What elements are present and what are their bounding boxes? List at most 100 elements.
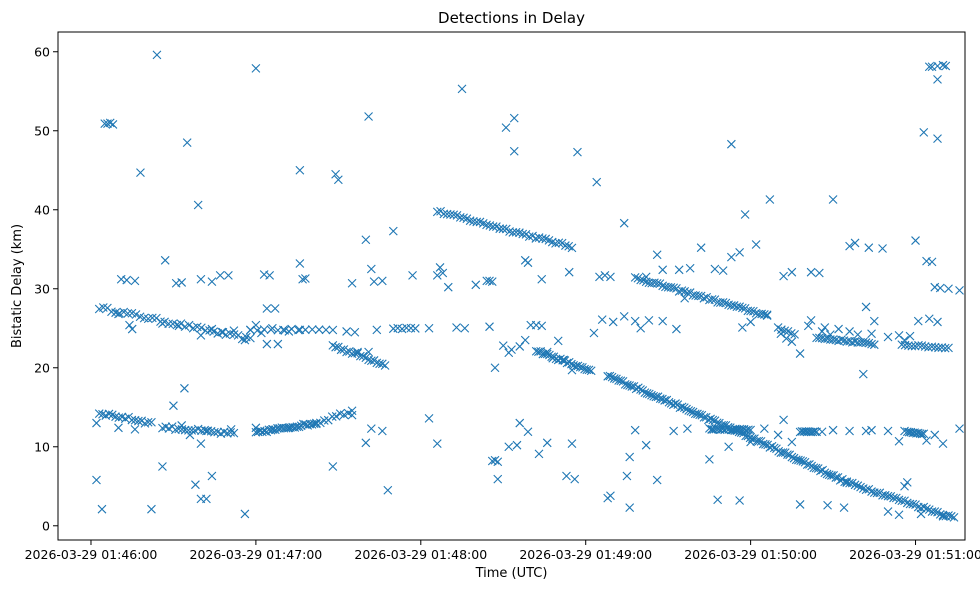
data-point	[938, 439, 948, 449]
data-point	[319, 416, 329, 425]
data-point	[443, 282, 453, 292]
data-point	[105, 118, 115, 128]
data-point	[490, 455, 500, 465]
data-point	[919, 429, 929, 439]
data-point	[160, 255, 170, 265]
data-point	[424, 323, 434, 333]
data-point	[575, 362, 585, 372]
data-point	[267, 323, 277, 333]
data-point	[134, 416, 143, 426]
x-axis-ticks: 2026-03-29 01:46:00 2026-03-29 01:47:00 20…	[25, 540, 980, 562]
data-point	[97, 504, 107, 514]
data-point	[886, 491, 896, 501]
data-point	[224, 270, 233, 280]
data-point	[511, 227, 521, 237]
data-point	[680, 293, 690, 303]
data-point	[699, 412, 709, 422]
data-point	[586, 366, 596, 376]
data-point	[869, 340, 879, 350]
data-point	[685, 263, 695, 273]
data-point	[933, 134, 942, 144]
data-point	[900, 335, 909, 345]
data-point	[919, 127, 929, 137]
data-point	[573, 147, 582, 157]
data-point	[457, 84, 467, 94]
data-point	[850, 238, 860, 248]
data-point	[867, 487, 876, 496]
data-point	[652, 279, 662, 288]
data-point	[229, 428, 239, 438]
data-point	[152, 50, 162, 60]
data-point	[377, 276, 387, 286]
data-point	[944, 284, 953, 294]
data-point	[191, 480, 200, 490]
data-point	[740, 210, 750, 219]
data-point	[762, 310, 772, 320]
data-point	[358, 351, 368, 361]
data-point	[559, 355, 569, 365]
data-point	[853, 481, 863, 491]
data-point	[924, 314, 934, 324]
data-point	[908, 499, 918, 509]
data-point	[512, 440, 522, 450]
data-point	[459, 213, 468, 223]
data-point	[567, 243, 577, 253]
data-point	[622, 471, 632, 481]
data-point	[705, 455, 714, 464]
data-point	[347, 278, 357, 288]
data-point	[814, 268, 824, 278]
data-point	[509, 113, 519, 123]
data-point	[270, 304, 280, 313]
data-point	[741, 425, 751, 435]
data-point	[246, 333, 255, 343]
data-point	[677, 286, 687, 295]
data-point	[104, 409, 114, 419]
data-point	[625, 503, 635, 512]
data-point	[265, 270, 275, 280]
data-point	[828, 425, 838, 435]
data-point	[196, 274, 206, 284]
data-point	[726, 252, 736, 262]
plot-area	[58, 32, 965, 540]
data-point	[177, 278, 187, 287]
data-point	[130, 276, 140, 286]
data-point	[240, 509, 250, 519]
data-point	[707, 295, 717, 304]
data-point	[92, 475, 101, 485]
data-point	[377, 359, 387, 369]
data-point	[507, 345, 516, 354]
data-point	[759, 424, 769, 433]
data-point	[273, 339, 283, 349]
y-axis-title: Bistatic Delay (km)	[10, 224, 25, 348]
data-point	[683, 424, 692, 433]
data-point	[897, 496, 907, 506]
data-point	[460, 323, 470, 333]
data-point	[284, 327, 294, 336]
data-point	[369, 277, 379, 287]
data-point	[524, 232, 534, 242]
data-point	[364, 112, 373, 121]
data-point	[551, 238, 560, 248]
data-point	[251, 423, 261, 433]
data-point	[911, 236, 920, 245]
data-point	[143, 417, 153, 427]
data-points	[92, 50, 964, 522]
data-point	[307, 325, 317, 334]
data-point	[471, 280, 481, 290]
data-point	[606, 491, 615, 501]
data-point	[554, 238, 564, 248]
data-point	[567, 365, 577, 375]
data-point	[883, 332, 893, 342]
data-point	[660, 396, 670, 405]
data-point	[718, 266, 728, 275]
data-point	[894, 436, 904, 446]
data-point	[174, 321, 184, 331]
data-point	[364, 347, 373, 357]
data-point	[485, 276, 494, 286]
data-point	[867, 329, 876, 339]
data-point	[927, 257, 937, 267]
plot-frame	[57, 31, 966, 541]
data-point	[111, 412, 120, 422]
data-point	[652, 475, 662, 485]
data-point	[751, 240, 761, 249]
